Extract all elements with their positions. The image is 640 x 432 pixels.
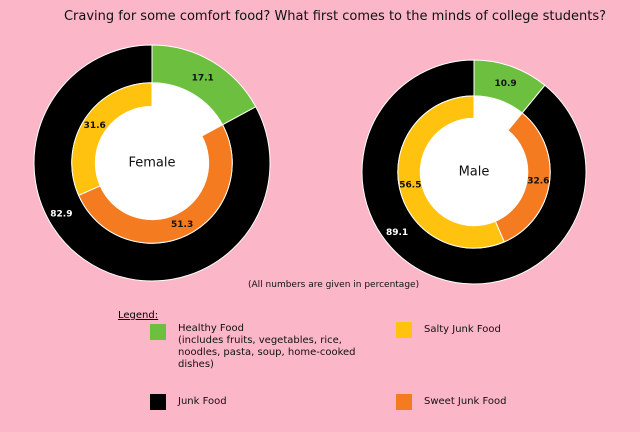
note: (All numbers are given in percentage) — [248, 280, 420, 290]
legend-swatch — [396, 394, 412, 410]
hole — [95, 106, 209, 220]
hole — [420, 118, 528, 226]
legend-item: Healthy Food (includes fruits, vegetable… — [178, 323, 368, 371]
center-label: Male — [459, 165, 490, 180]
legend-swatch — [150, 394, 166, 410]
value-label: 17.1 — [192, 73, 214, 83]
center-label: Female — [128, 156, 175, 171]
legend-swatch — [396, 322, 412, 338]
value-label: 51.3 — [171, 220, 193, 230]
value-label: 32.6 — [527, 176, 549, 186]
legend-name: Salty Junk Food — [424, 324, 501, 335]
legend-name: Healthy Food — [178, 323, 244, 334]
value-label: 82.9 — [50, 210, 72, 220]
value-label: 89.1 — [386, 228, 408, 238]
legend-title: Legend: — [118, 310, 159, 321]
charts: 17.1 82.9 51.3 31.6 Female 10.9 89.1 32.6 56.5 Ma… — [33, 44, 587, 285]
title: Craving for some comfort food? What firs… — [63, 9, 607, 24]
value-label: 56.5 — [399, 181, 421, 191]
value-label: 10.9 — [494, 79, 516, 89]
legend-name: Sweet Junk Food — [424, 396, 507, 407]
legend-swatch — [150, 324, 166, 340]
legend-detail: (includes fruits, vegetables, rice, nood… — [178, 335, 356, 370]
value-label: 31.6 — [84, 121, 106, 131]
legend-name: Junk Food — [178, 396, 227, 407]
